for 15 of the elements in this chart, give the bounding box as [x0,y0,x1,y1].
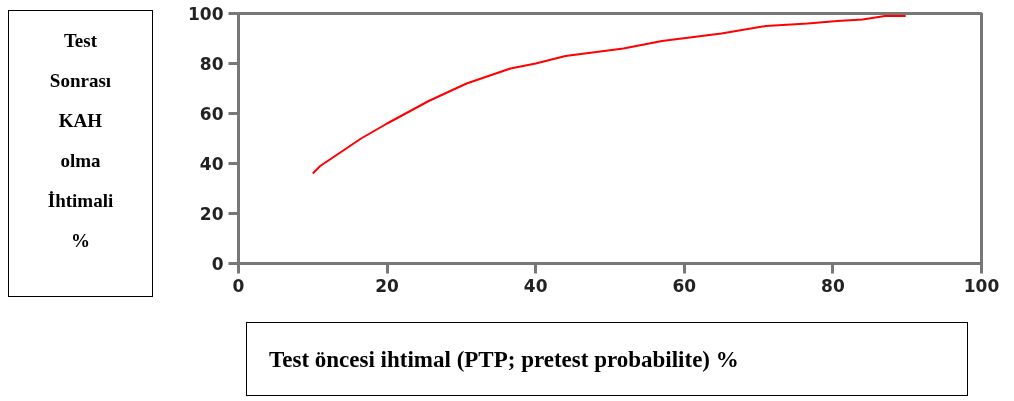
x-tick-label: 60 [672,275,697,296]
y-tick-label: 20 [199,204,224,224]
line-series [311,15,907,175]
x-tick-label: 80 [821,275,845,296]
y-tick-label: 80 [199,54,224,74]
y-tick-label: 40 [199,154,224,174]
x-tick-label: 100 [963,275,1000,296]
x-axis-title: Test öncesi ihtimal (PTP; pretest probabilite) % [269,346,739,374]
x-tick-label: 40 [523,275,548,296]
x-tick-label: 0 [232,275,245,296]
y-tick-label: 0 [211,254,224,274]
y-tick-label: 100 [188,4,224,24]
y-tick-label: 60 [199,104,224,124]
y-axis-title: Test Sonrası KAH olma İhtimali % [47,29,114,253]
x-tick-label: 20 [375,275,400,296]
